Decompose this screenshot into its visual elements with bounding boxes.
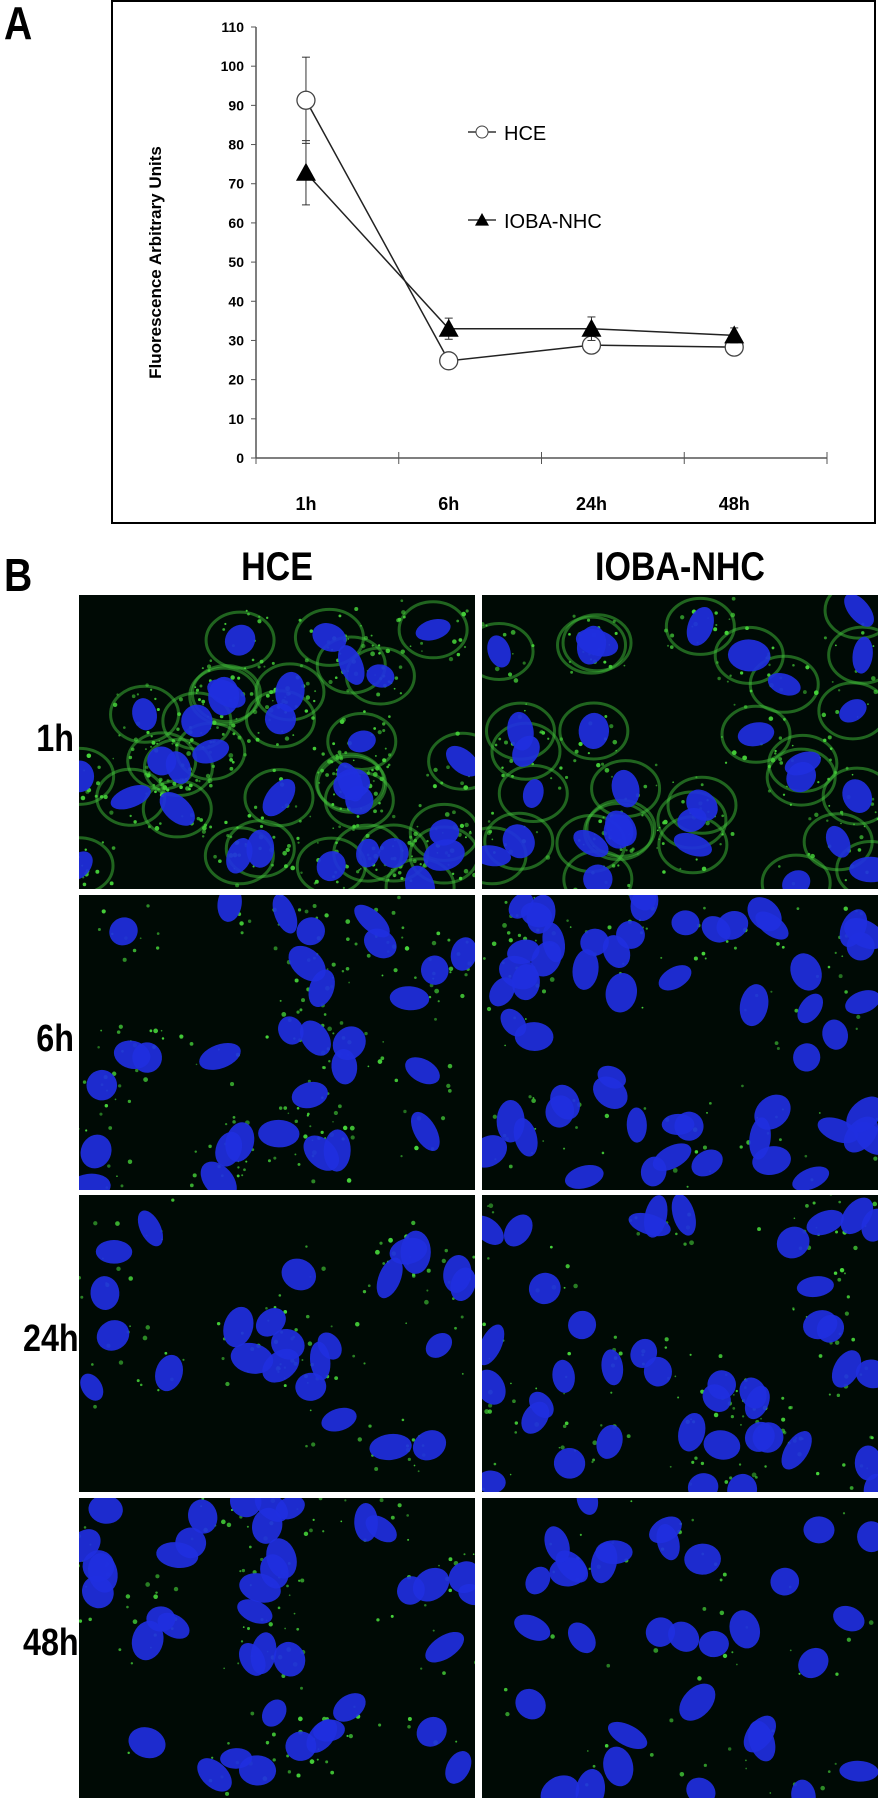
data-point-ioba-nhc [724, 325, 745, 344]
legend-label-ioba-nhc: IOBA-NHC [504, 211, 602, 233]
y-axis-label: Fluorescence Arbitrary Units [146, 146, 165, 379]
y-tick-label: 90 [228, 97, 244, 113]
y-tick-label: 10 [228, 411, 244, 427]
series-line-hce [305, 99, 735, 362]
column-header-ioba-nhc: IOBA-NHC [595, 545, 765, 589]
line-chart: 0 10 20 30 40 50 60 70 80 90 100 110 1h 6h 24h 48h Fluor… [146, 19, 828, 514]
y-tick-label: 100 [221, 58, 245, 74]
y-tick-label: 0 [236, 450, 244, 466]
y-tick-label: 80 [228, 137, 244, 153]
row-label-48h: 48h [23, 1622, 79, 1664]
y-tick-label: 70 [228, 176, 244, 192]
y-tick-label: 40 [228, 293, 244, 309]
data-point-ioba-nhc [438, 318, 459, 337]
x-tick-label: 6h [438, 494, 459, 514]
y-tick-label: 20 [228, 372, 244, 388]
data-point-ioba-nhc [581, 318, 602, 337]
y-tick-label: 110 [221, 19, 244, 35]
legend-marker-hce [475, 125, 489, 139]
micrograph-ioba-nhc-6h [482, 895, 878, 1190]
data-point-hce [439, 351, 459, 371]
chart-frame: 0 10 20 30 40 50 60 70 80 90 100 110 1h 6h 24h 48h Fluor… [111, 0, 876, 524]
micrograph-ioba-nhc-48h [482, 1498, 878, 1798]
legend-marker-ioba-nhc [475, 213, 489, 226]
series-line-ioba-nhc [305, 172, 735, 337]
micrograph-hce-6h [79, 895, 475, 1190]
micrograph-hce-1h [79, 595, 475, 889]
micrograph-hce-48h [79, 1498, 475, 1798]
row-label-6h: 6h [36, 1018, 74, 1060]
x-tick-label: 24h [576, 494, 607, 514]
y-tick-label: 30 [228, 332, 244, 348]
data-point-hce [296, 90, 316, 110]
data-point-ioba-nhc [295, 162, 316, 181]
row-label-1h: 1h [36, 718, 74, 760]
micrograph-hce-24h [79, 1195, 475, 1492]
row-label-24h: 24h [23, 1318, 79, 1360]
x-tick-label: 48h [719, 494, 750, 514]
y-tick-label: 50 [228, 254, 244, 270]
panel-b-label: B [4, 549, 33, 601]
column-header-hce: HCE [241, 545, 313, 589]
y-tick-label: 60 [228, 215, 244, 231]
legend-label-hce: HCE [504, 123, 546, 145]
micrograph-ioba-nhc-24h [482, 1195, 878, 1492]
micrograph-ioba-nhc-1h [482, 595, 878, 889]
panel-a-label: A [4, 0, 33, 49]
x-tick-label: 1h [295, 494, 316, 514]
